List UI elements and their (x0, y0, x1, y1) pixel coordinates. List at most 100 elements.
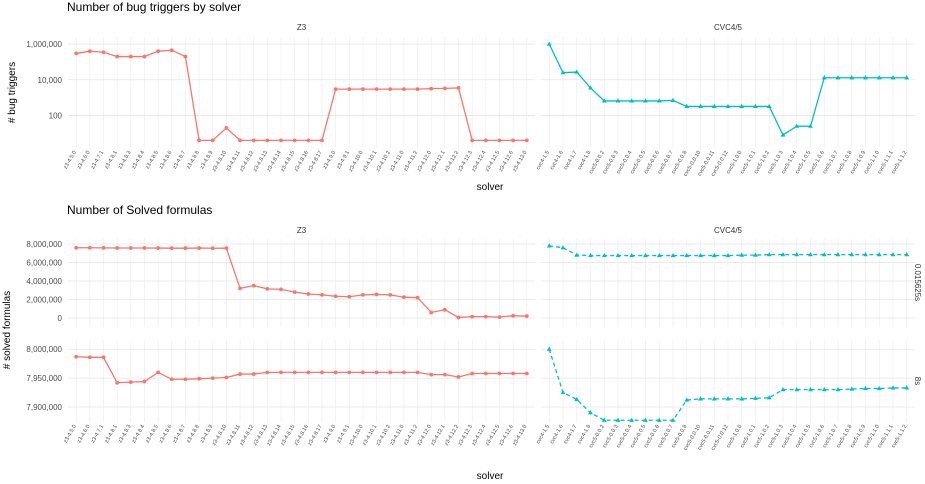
point (197, 138, 201, 143)
point (601, 98, 607, 103)
point (115, 54, 120, 59)
point (876, 75, 882, 80)
point (890, 75, 896, 80)
point (588, 410, 593, 415)
point (863, 75, 868, 80)
x-axis-label: solver (477, 471, 504, 482)
point (156, 246, 161, 250)
point (849, 75, 855, 80)
point (361, 292, 365, 297)
point (197, 246, 201, 250)
point (739, 252, 745, 257)
point (821, 75, 827, 80)
point (560, 389, 566, 395)
point (739, 396, 745, 401)
point (74, 51, 79, 56)
point (629, 417, 635, 422)
point (169, 377, 174, 382)
point (347, 87, 352, 92)
point (835, 387, 841, 392)
point (197, 376, 201, 381)
point (849, 252, 855, 257)
point (753, 395, 758, 400)
point (183, 246, 188, 251)
point (739, 103, 745, 109)
point (766, 103, 772, 109)
point (483, 314, 488, 319)
point (524, 138, 529, 143)
point (497, 371, 502, 376)
point (374, 87, 379, 92)
y-tick-label: 1,000,000 (26, 40, 62, 49)
point (560, 70, 566, 75)
point (821, 252, 827, 257)
point (497, 315, 502, 320)
line (76, 356, 527, 384)
point (333, 294, 338, 299)
point (210, 138, 215, 143)
point (306, 138, 311, 143)
point (615, 417, 621, 422)
point (849, 386, 855, 391)
row-label: 0.015625s (913, 264, 922, 301)
point (725, 396, 731, 401)
point (753, 252, 758, 257)
point (470, 314, 475, 319)
point (415, 295, 420, 300)
point (320, 292, 324, 297)
y-tick-label: 7,950,000 (26, 374, 62, 383)
facet-label: CVC4/5 (714, 226, 743, 235)
point (279, 138, 283, 143)
point (470, 371, 475, 376)
point (766, 252, 772, 257)
point (169, 246, 174, 251)
point (456, 86, 461, 90)
line (76, 49, 527, 142)
point (615, 98, 621, 103)
point (128, 246, 133, 250)
point (74, 354, 79, 359)
point (333, 370, 338, 375)
point (265, 138, 270, 143)
point (546, 346, 552, 351)
point (265, 370, 270, 375)
point (808, 123, 813, 128)
point (415, 87, 420, 92)
point (251, 138, 256, 143)
point (251, 283, 256, 288)
point (361, 87, 365, 92)
point (279, 287, 283, 292)
point (698, 103, 703, 109)
point (483, 371, 488, 376)
point (442, 86, 447, 91)
point (374, 292, 379, 297)
y-tick-label: 100 (49, 111, 63, 120)
point (904, 385, 910, 390)
point (601, 252, 607, 258)
point (483, 138, 488, 143)
point (142, 246, 147, 250)
point (588, 252, 593, 258)
point (670, 252, 676, 258)
point (684, 103, 690, 109)
point (156, 370, 161, 375)
point (292, 138, 297, 143)
point (780, 252, 786, 257)
point (402, 370, 406, 375)
point (388, 370, 393, 375)
point (142, 379, 147, 384)
point (890, 385, 896, 390)
point (546, 41, 552, 46)
point (87, 245, 92, 250)
point (429, 86, 434, 91)
point (766, 395, 772, 400)
x-axis-label: solver (477, 182, 504, 193)
point (115, 246, 120, 250)
point (142, 54, 147, 59)
point (101, 50, 106, 55)
point (711, 396, 717, 401)
point (670, 97, 676, 102)
point (156, 49, 161, 54)
point (74, 245, 79, 250)
